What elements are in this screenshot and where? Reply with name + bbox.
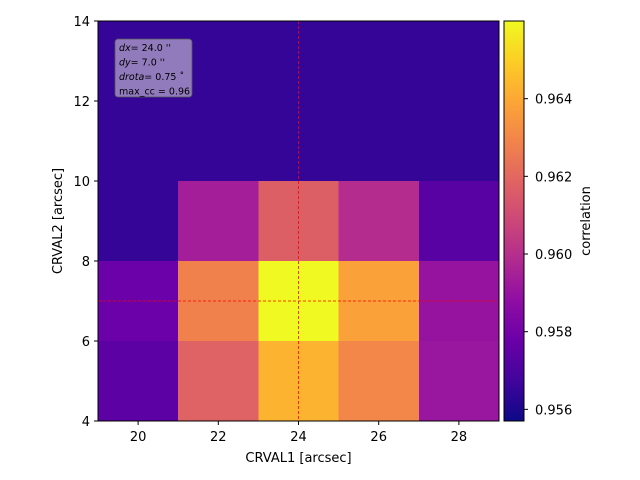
colorbar-tick-label: 0.962 [535, 170, 572, 185]
y-axis-label: CRVAL2 [arcsec] [51, 168, 66, 274]
annotation-line: dy= 7.0 '' [119, 58, 165, 69]
crosshair [98, 21, 499, 421]
annotation-background [114, 38, 193, 98]
y-axis: 4 6 8 10 12 14 [73, 15, 98, 430]
y-tick-label: 12 [73, 95, 90, 110]
colorbar: 0.956 0.958 0.960 0.962 0.964 correlation [503, 20, 594, 422]
heatmap-cell [98, 341, 179, 421]
x-tick-label: 28 [451, 430, 468, 445]
y-tick-label: 4 [82, 415, 90, 430]
x-tick-label: 22 [210, 430, 227, 445]
y-tick-label: 6 [82, 335, 90, 350]
x-axis: 20 22 24 26 28 [130, 421, 467, 445]
annotation-line: dx= 24.0 '' [119, 43, 171, 54]
colorbar-frame [503, 20, 525, 422]
y-tick-label: 10 [73, 175, 90, 190]
colorbar-tick-label: 0.958 [535, 326, 572, 341]
heatmap-cell [338, 341, 419, 421]
y-tick-label: 8 [82, 255, 90, 270]
y-tick-label: 14 [73, 15, 90, 30]
x-tick-label: 26 [370, 430, 387, 445]
annotation-line: max_cc = 0.96 [119, 87, 190, 98]
plot-area: dx= 24.0 '' dy= 7.0 '' drota= 0.75 ˚ max_cc… [97, 20, 500, 422]
x-tick-label: 24 [290, 430, 307, 445]
colorbar-label: correlation [579, 186, 594, 256]
colorbar-gradient [504, 21, 524, 421]
heatmap-cell [418, 341, 499, 421]
colorbar-ticks: 0.956 0.958 0.960 0.962 0.964 [524, 93, 572, 418]
heatmap-cell [178, 341, 259, 421]
annotation-box: dx= 24.0 '' dy= 7.0 '' drota= 0.75 ˚ max_cc… [114, 38, 193, 98]
annotation-line: drota= 0.75 ˚ [119, 72, 184, 83]
x-tick-label: 20 [130, 430, 147, 445]
x-axis-label: CRVAL1 [arcsec] [245, 451, 351, 466]
heatmap-cell [178, 181, 259, 261]
colorbar-tick-label: 0.960 [535, 248, 572, 263]
colorbar-tick-label: 0.956 [535, 403, 572, 418]
colorbar-tick-label: 0.964 [535, 93, 572, 108]
heatmap-cell [338, 181, 419, 261]
heatmap-cell [418, 181, 499, 261]
